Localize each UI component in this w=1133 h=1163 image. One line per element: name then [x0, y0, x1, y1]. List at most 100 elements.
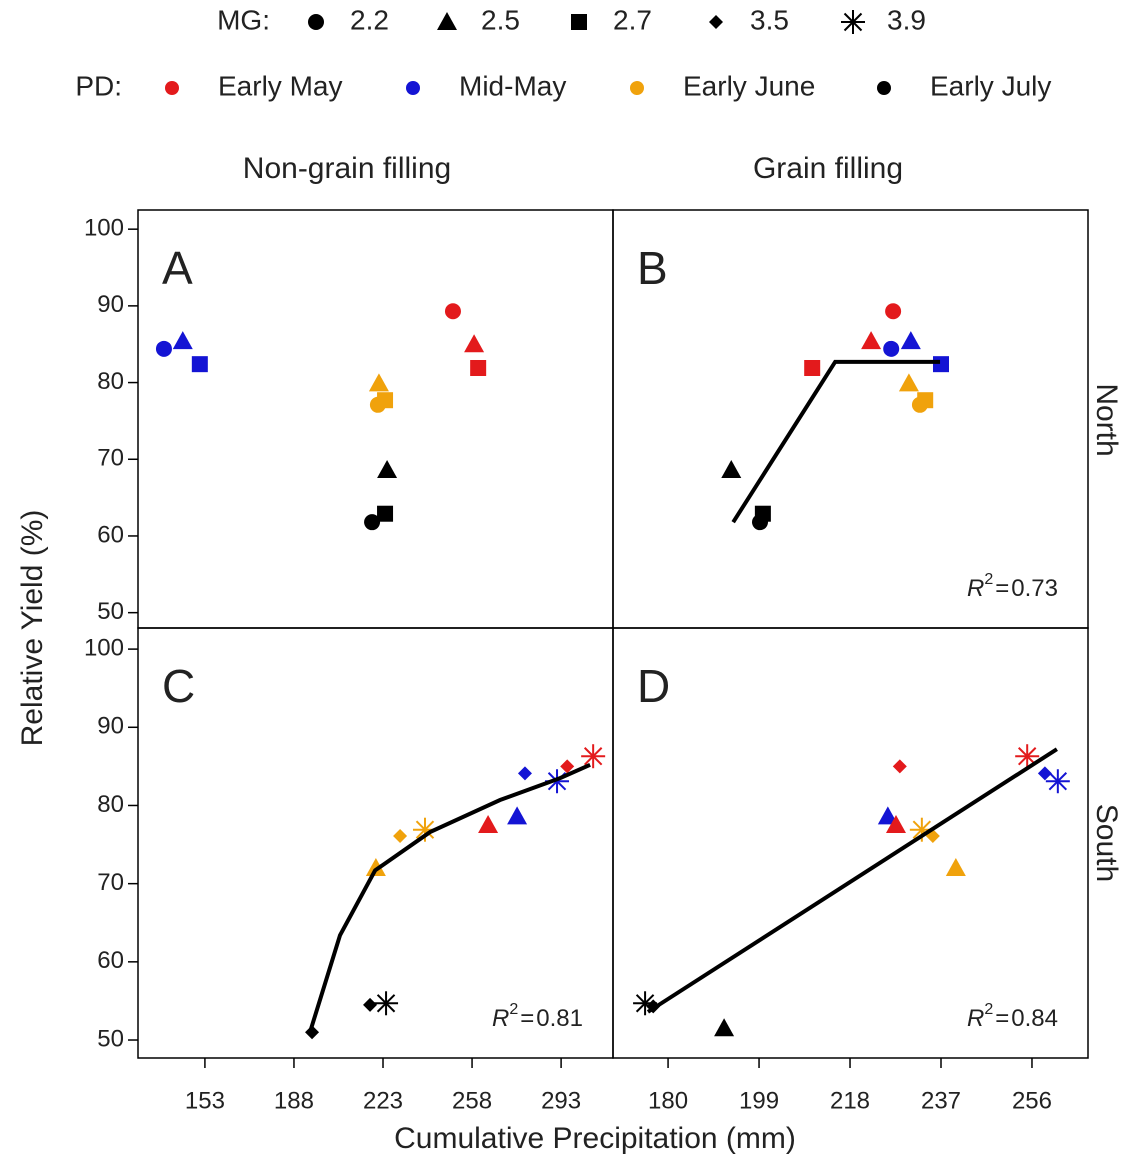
symbol-diamond: [363, 997, 378, 1012]
point: [377, 392, 394, 409]
symbol-spoke: [583, 747, 603, 766]
symbol-triangle: [877, 806, 898, 825]
fit-line: [731, 359, 941, 524]
symbol-triangle: [885, 815, 906, 834]
y-tick-label: 80: [97, 368, 124, 395]
point: [368, 373, 389, 392]
y-tick-label: 100: [84, 634, 124, 661]
fit-line: [308, 762, 591, 1033]
point: [892, 759, 907, 774]
symbol-triangle: [365, 858, 386, 877]
symbol-triangle: [464, 334, 485, 353]
symbol-spoke: [843, 12, 863, 32]
point: [377, 505, 394, 522]
y-axis-label: Relative Yield (%): [16, 510, 49, 747]
symbol-diamond: [709, 15, 723, 29]
symbol-circle: [883, 340, 900, 357]
r-squared-part: R: [492, 1005, 509, 1032]
symbol-spoke: [1048, 772, 1068, 791]
symbol-spoke: [1017, 747, 1037, 766]
symbol-triangle: [898, 373, 919, 392]
symbol-square: [804, 359, 821, 376]
legend-label: Mid-May: [459, 70, 566, 101]
legend-symbol: [877, 81, 891, 95]
r-squared-part: =: [995, 1005, 1009, 1032]
symbol-circle: [364, 514, 381, 531]
legend-title: MG:: [217, 4, 270, 35]
point: [1037, 766, 1052, 781]
point: [917, 392, 934, 409]
x-tick-label: 258: [452, 1087, 492, 1114]
symbol-square: [754, 505, 771, 522]
point: [517, 766, 532, 781]
symbol-triangle: [478, 815, 499, 834]
symbol-triangle: [507, 806, 528, 825]
point: [374, 991, 399, 1016]
symbol-triangle: [861, 331, 882, 350]
legend-symbol: [437, 12, 457, 30]
legend-label: Early June: [683, 70, 815, 101]
legend-label: 2.2: [350, 4, 389, 35]
point: [877, 806, 898, 825]
y-tick-label: 70: [97, 869, 124, 896]
point: [861, 331, 882, 350]
r-squared-part: 2: [509, 1001, 518, 1018]
panel-label: B: [637, 242, 668, 294]
y-tick-label: 80: [97, 791, 124, 818]
symbol-spoke: [376, 994, 396, 1013]
symbol-square: [377, 392, 394, 409]
y-tick-label: 70: [97, 445, 124, 472]
symbol-triangle: [172, 331, 193, 350]
symbol-triangle: [721, 460, 742, 479]
point: [754, 505, 771, 522]
point: [932, 356, 949, 373]
panel-label: A: [162, 242, 193, 294]
point: [444, 303, 461, 320]
symbol-square: [191, 356, 208, 373]
panel-frame: [137, 627, 614, 1059]
symbol-triangle: [714, 1018, 735, 1037]
point: [885, 815, 906, 834]
point: [721, 460, 742, 479]
point: [581, 744, 606, 769]
x-tick-label: 223: [363, 1087, 403, 1114]
fit-line: [646, 747, 1058, 1014]
symbol-triangle: [437, 12, 457, 30]
symbol-triangle: [945, 858, 966, 877]
point: [191, 356, 208, 373]
legend-label: Early July: [930, 70, 1051, 101]
y-tick-label: 50: [97, 1025, 124, 1052]
r-squared-part: 2: [984, 1001, 993, 1018]
point: [464, 334, 485, 353]
legend-symbol: [841, 10, 865, 34]
legend-label: 2.7: [613, 4, 652, 35]
symbol-diamond: [517, 766, 532, 781]
legend-label: 3.9: [887, 4, 926, 35]
x-tick-label: 153: [185, 1087, 225, 1114]
point: [478, 815, 499, 834]
point: [883, 340, 900, 357]
legend-symbol: [709, 15, 723, 29]
r-squared-part: =: [995, 575, 1009, 602]
symbol-square: [470, 359, 487, 376]
symbol-circle: [308, 14, 324, 30]
point: [945, 858, 966, 877]
legend-symbol: [165, 81, 179, 95]
symbol-circle: [444, 303, 461, 320]
y-tick-label: 90: [97, 291, 124, 318]
legend-symbol: [308, 14, 324, 30]
symbol-diamond: [393, 828, 408, 843]
symbol-spoke: [415, 820, 435, 839]
x-tick-label: 180: [648, 1087, 688, 1114]
symbol-triangle: [377, 460, 398, 479]
x-tick-label: 199: [739, 1087, 779, 1114]
point: [560, 759, 575, 774]
y-tick-label: 60: [97, 947, 124, 974]
r-squared-part: 0.73: [1011, 575, 1058, 602]
point: [804, 359, 821, 376]
symbol-triangle: [368, 373, 389, 392]
r-squared: R2=0.84: [967, 1001, 1058, 1032]
panel-frame: [612, 627, 1089, 1059]
r-squared-part: R: [967, 575, 984, 602]
